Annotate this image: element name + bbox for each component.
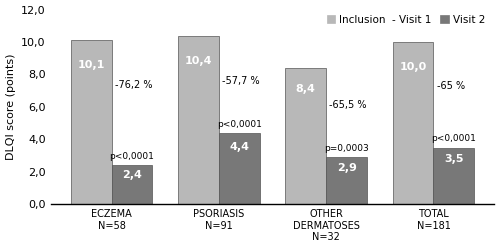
Bar	[112, 165, 152, 204]
Text: 3,5: 3,5	[444, 154, 464, 164]
Y-axis label: DLQI score (points): DLQI score (points)	[6, 54, 16, 160]
Bar	[326, 157, 367, 204]
Bar	[219, 133, 260, 204]
Text: p<0,0001: p<0,0001	[432, 134, 476, 144]
Text: p<0,0001: p<0,0001	[110, 152, 154, 161]
Text: 8,4: 8,4	[296, 84, 316, 94]
Bar	[71, 40, 112, 204]
Text: -57,7 %: -57,7 %	[222, 76, 260, 86]
Text: 2,4: 2,4	[122, 170, 142, 180]
Bar	[434, 148, 474, 204]
Text: 2,9: 2,9	[336, 163, 356, 173]
Text: 10,0: 10,0	[400, 62, 426, 71]
Bar	[286, 68, 326, 204]
Text: -65,5 %: -65,5 %	[330, 100, 367, 110]
Text: p<0,0001: p<0,0001	[217, 120, 262, 129]
Text: 4,4: 4,4	[230, 142, 250, 152]
Legend: Inclusion  - Visit 1, Visit 2: Inclusion - Visit 1, Visit 2	[323, 11, 489, 29]
Text: 10,1: 10,1	[78, 60, 105, 70]
Text: -76,2 %: -76,2 %	[115, 80, 152, 90]
Text: p=0,0003: p=0,0003	[324, 144, 369, 153]
Bar	[178, 35, 219, 204]
Text: 10,4: 10,4	[184, 56, 212, 66]
Text: -65 %: -65 %	[436, 81, 465, 91]
Bar	[392, 42, 434, 204]
